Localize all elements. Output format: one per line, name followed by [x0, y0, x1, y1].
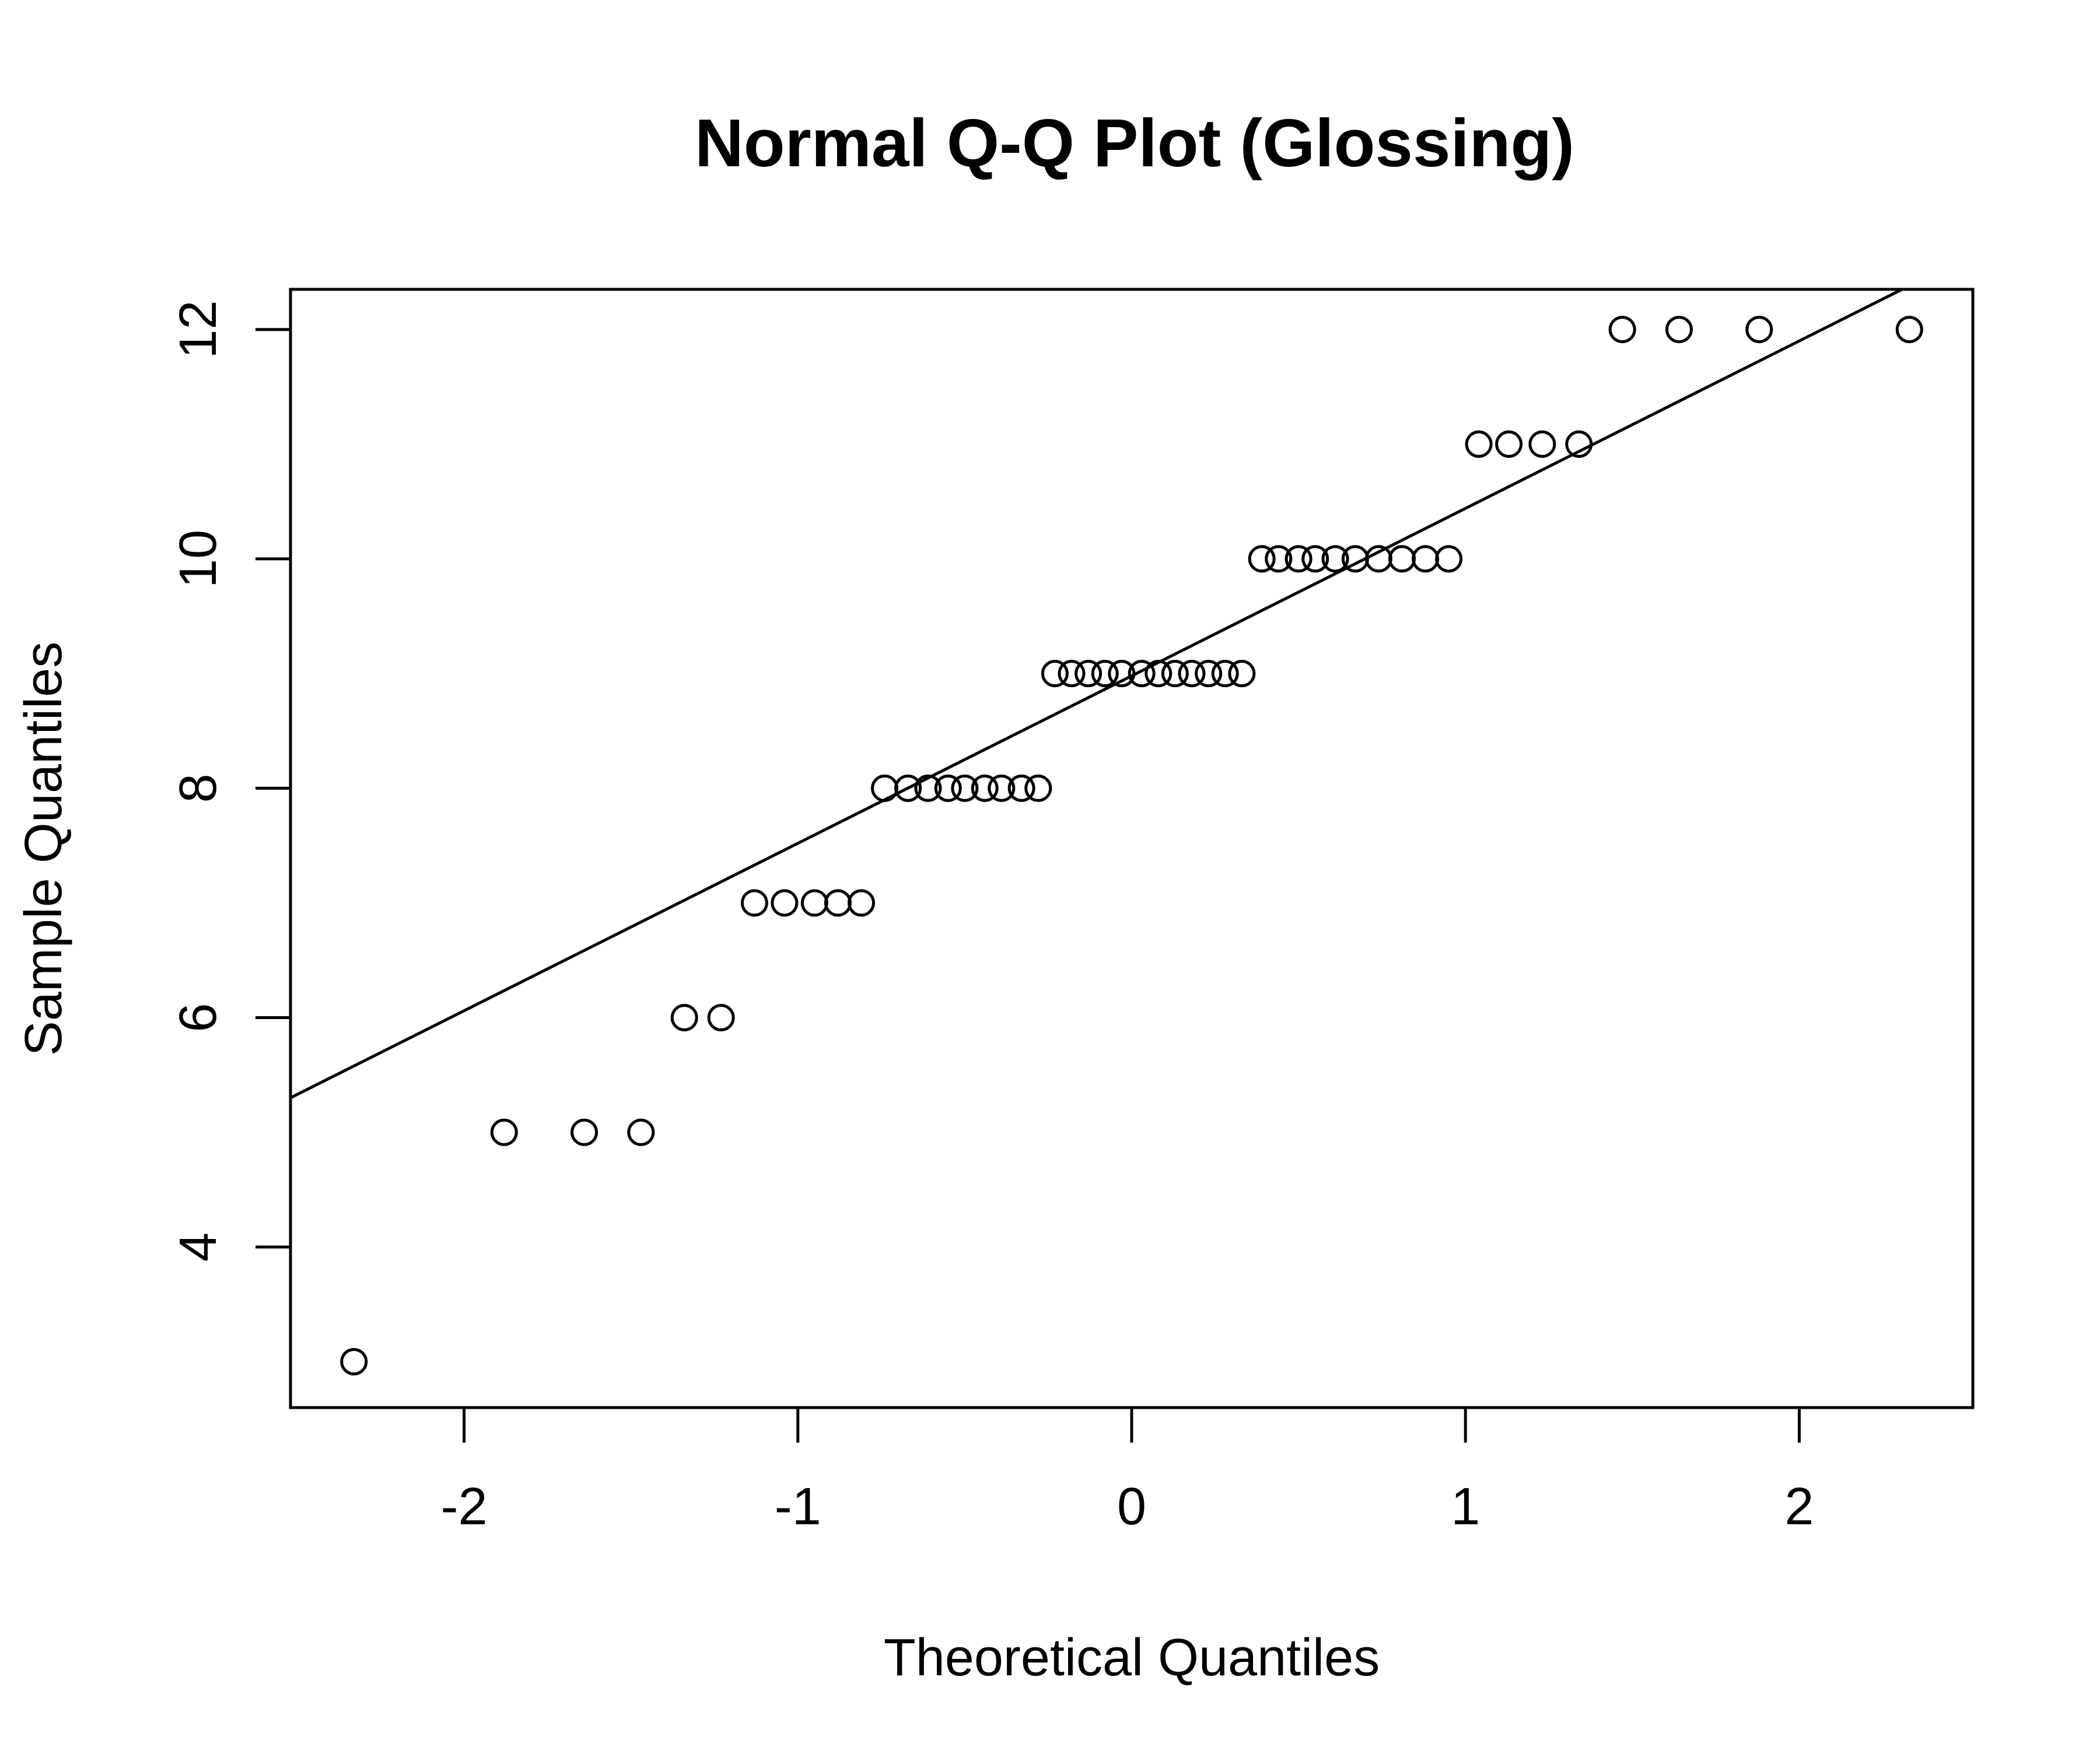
data-point — [951, 774, 979, 802]
data-point — [1108, 660, 1136, 688]
data-point — [1465, 430, 1493, 458]
data-point — [971, 774, 999, 802]
data-point — [1265, 545, 1293, 573]
data-point — [1024, 774, 1052, 802]
data-point — [871, 774, 899, 802]
y-tick-label: 4 — [169, 1233, 228, 1262]
reference-line-group — [289, 288, 1903, 1100]
y-axis: 4 6 8 10 12 — [169, 300, 290, 1262]
data-point — [1665, 316, 1693, 344]
data-point — [1058, 660, 1086, 688]
data-point — [1248, 545, 1276, 573]
x-axis-label: Theoretical Quantiles — [884, 1629, 1380, 1687]
chart-title: Normal Q-Q Plot (Glossing) — [695, 105, 1574, 181]
data-point — [1528, 430, 1556, 458]
data-point — [1565, 430, 1593, 458]
data-point — [1412, 545, 1440, 573]
x-tick-label: 1 — [1451, 1478, 1480, 1536]
data-point — [1364, 545, 1392, 573]
data-point — [914, 774, 942, 802]
points-group — [340, 316, 1923, 1376]
x-axis: -2 -1 0 1 2 — [441, 1408, 1814, 1536]
data-point — [1388, 545, 1416, 573]
data-point — [1144, 660, 1172, 688]
data-point — [1228, 660, 1256, 688]
data-point — [1321, 545, 1349, 573]
qq-reference-line — [289, 288, 1903, 1100]
data-point — [1195, 660, 1223, 688]
y-tick-label: 12 — [169, 300, 228, 359]
data-point — [988, 774, 1016, 802]
data-point — [707, 1004, 735, 1032]
data-point — [1161, 660, 1189, 688]
data-point — [627, 1118, 655, 1146]
data-point — [1608, 316, 1636, 344]
data-point — [1745, 316, 1773, 344]
data-point — [894, 774, 922, 802]
y-tick-label: 8 — [169, 774, 228, 803]
data-point — [670, 1004, 698, 1032]
data-point — [824, 889, 852, 917]
data-point — [848, 889, 875, 917]
data-point — [800, 889, 828, 917]
data-point — [1091, 660, 1119, 688]
data-point — [1495, 430, 1523, 458]
data-point — [1128, 660, 1156, 688]
data-point — [771, 889, 799, 917]
data-point — [570, 1118, 598, 1146]
data-point — [1435, 545, 1463, 573]
y-tick-label: 10 — [169, 530, 228, 588]
data-point — [740, 889, 768, 917]
data-point — [1211, 660, 1239, 688]
data-point — [1895, 316, 1923, 344]
y-tick-label: 6 — [169, 1003, 228, 1032]
x-tick-label: -2 — [441, 1478, 488, 1536]
data-point — [1074, 660, 1102, 688]
data-point — [1284, 545, 1312, 573]
data-point — [490, 1118, 518, 1146]
data-point — [1301, 545, 1329, 573]
x-tick-label: 0 — [1117, 1478, 1146, 1536]
data-point — [340, 1348, 368, 1376]
data-point — [1041, 660, 1069, 688]
y-axis-label: Sample Quantiles — [15, 642, 73, 1056]
data-point — [1178, 660, 1206, 688]
x-tick-label: 2 — [1784, 1478, 1814, 1536]
data-point — [934, 774, 962, 802]
data-point — [1007, 774, 1035, 802]
x-tick-label: -1 — [775, 1478, 821, 1536]
plot-frame — [289, 288, 1975, 1409]
